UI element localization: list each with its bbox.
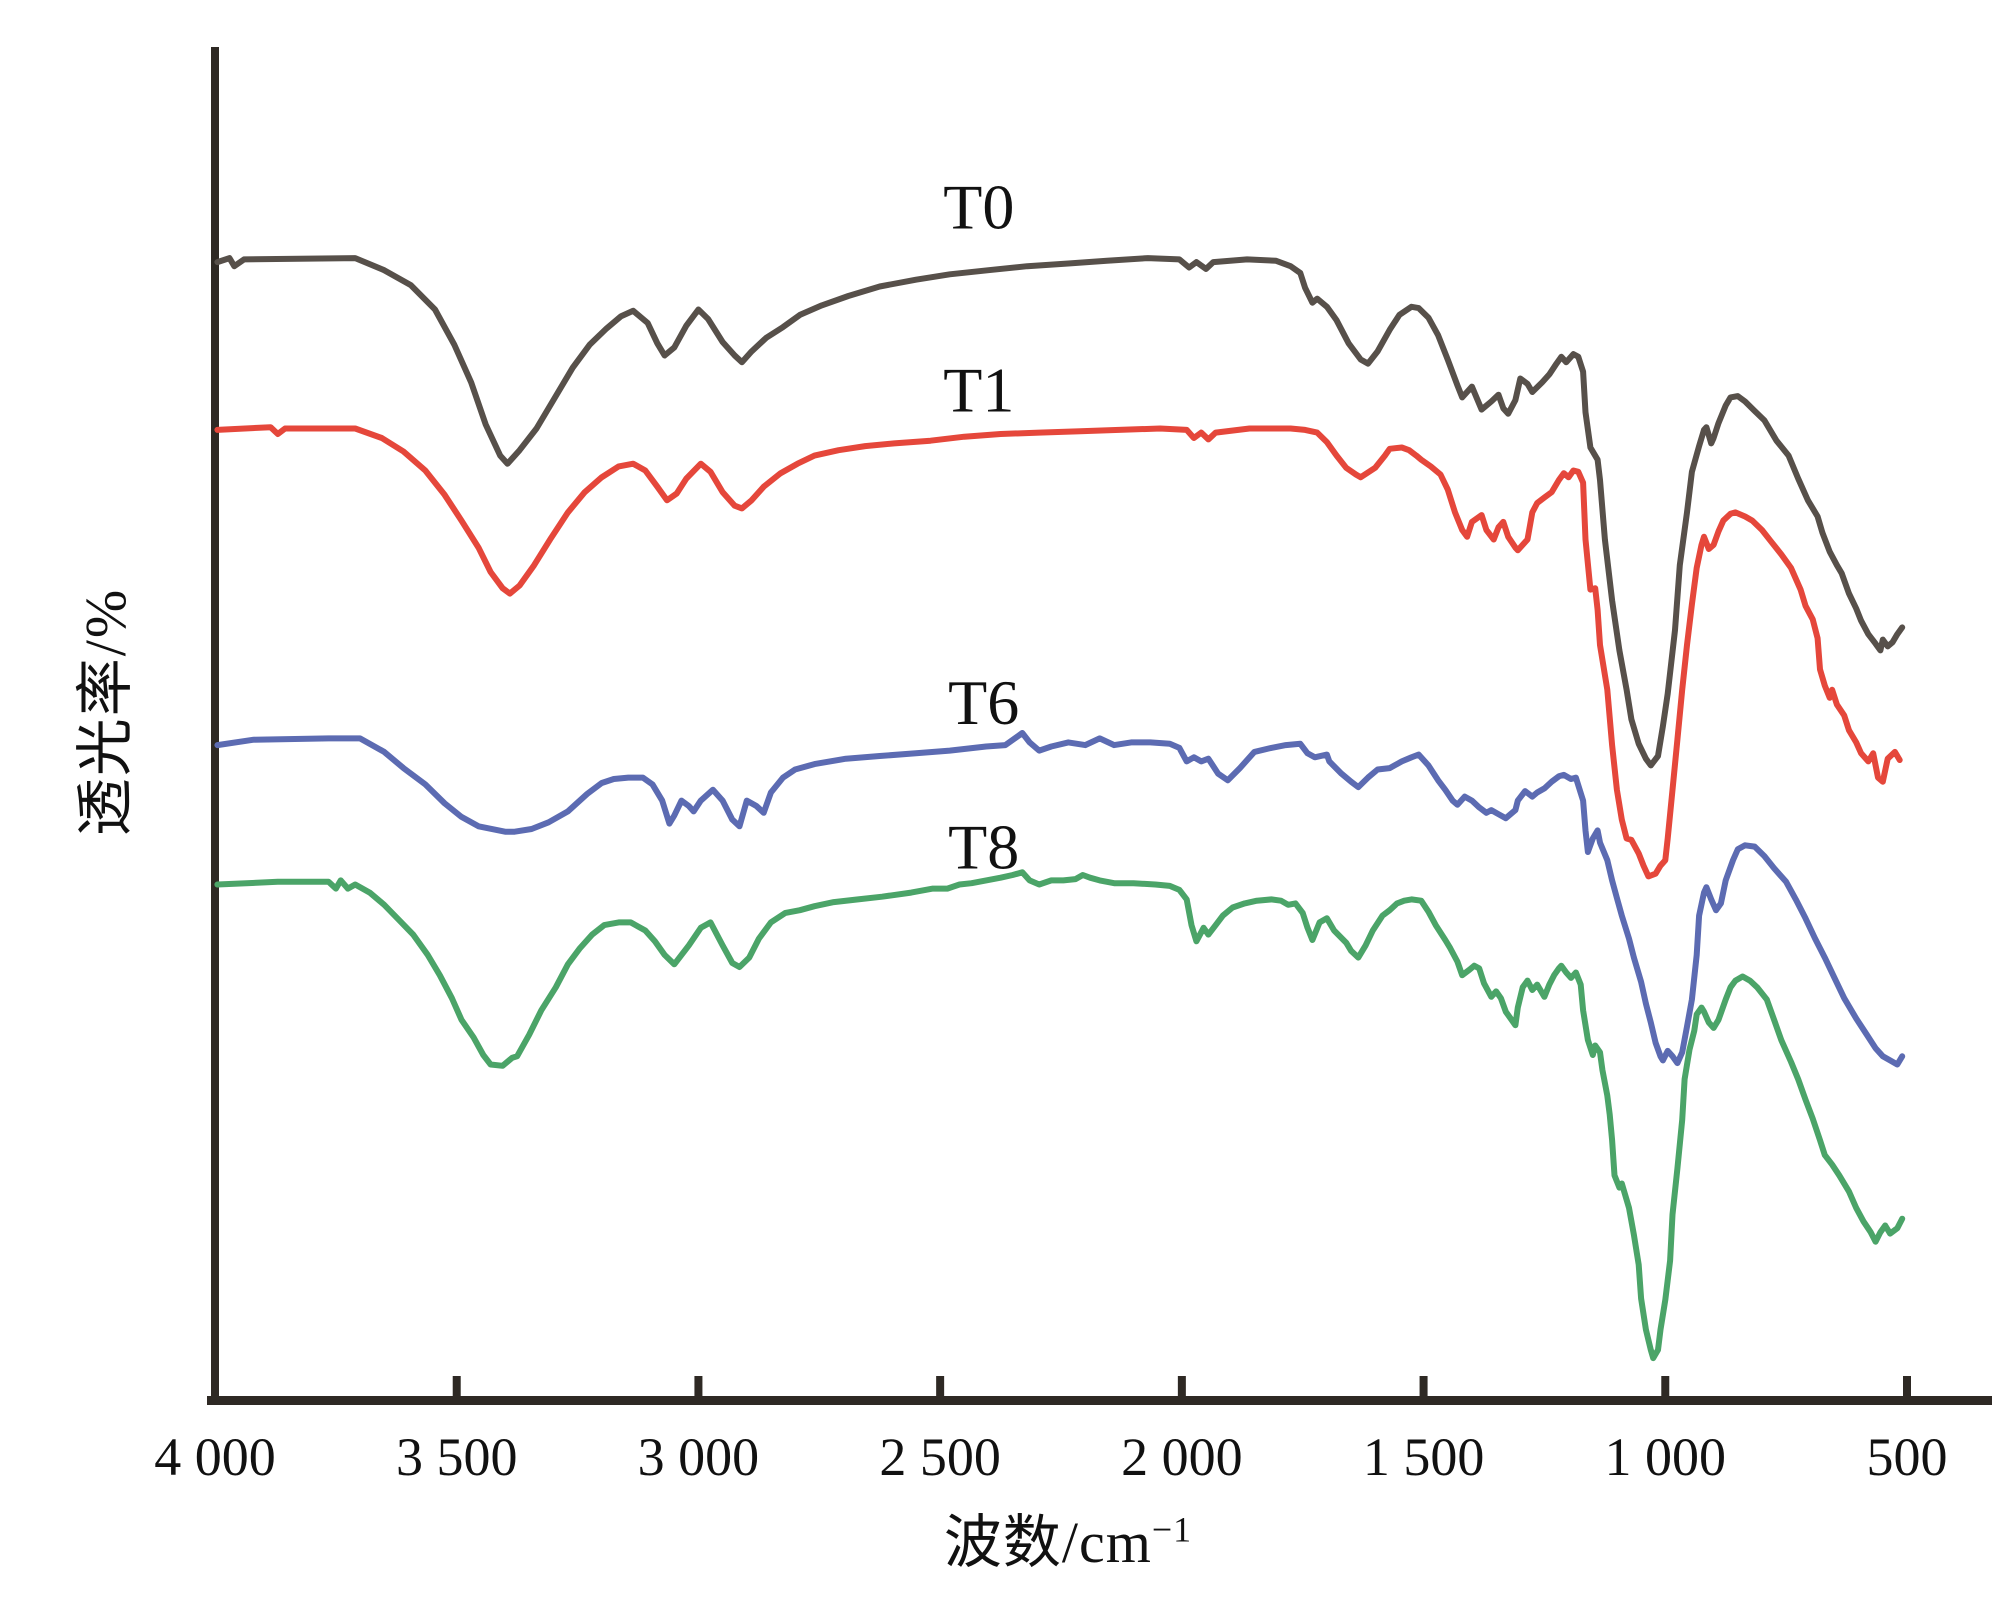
x-tick bbox=[1903, 1376, 1911, 1400]
x-tick bbox=[1177, 1376, 1186, 1400]
curve-label-T1: T1 bbox=[943, 354, 1014, 425]
y-axis-line bbox=[211, 47, 219, 1405]
spectrum-curve-T6 bbox=[214, 730, 1906, 1068]
x-tick bbox=[1419, 1376, 1428, 1400]
x-tick bbox=[694, 1376, 703, 1400]
x-axis-line bbox=[207, 1396, 1992, 1405]
spectrum-curve-T8 bbox=[214, 869, 1906, 1362]
curve-label-T0: T0 bbox=[943, 172, 1014, 243]
x-tick-label: 4 000 bbox=[154, 1427, 276, 1487]
x-tick-label: 3 000 bbox=[638, 1427, 760, 1487]
curve-label-T8: T8 bbox=[948, 812, 1019, 883]
y-axis-title: 透光率/% bbox=[58, 588, 142, 836]
y-axis-title-text: 透光率/% bbox=[73, 587, 138, 837]
x-tick bbox=[452, 1376, 461, 1400]
x-tick-label: 500 bbox=[1867, 1427, 1948, 1487]
x-axis-title: 波数/cm−1 bbox=[944, 1495, 1192, 1579]
x-tick-label: 2 500 bbox=[879, 1427, 1001, 1487]
x-tick-label: 1 500 bbox=[1363, 1427, 1485, 1487]
x-tick-label: 2 000 bbox=[1121, 1427, 1243, 1487]
x-tick-label: 1 000 bbox=[1605, 1427, 1727, 1487]
x-tick bbox=[1661, 1376, 1670, 1400]
spectrum-curve-T1 bbox=[214, 424, 1903, 880]
x-tick bbox=[211, 1376, 219, 1400]
spectrum-curve-T0 bbox=[214, 255, 1906, 769]
x-axis-title-superscript: −1 bbox=[1151, 1509, 1193, 1550]
x-axis-title-text: 波数/cm bbox=[943, 1510, 1152, 1575]
x-tick bbox=[936, 1376, 945, 1400]
x-tick-label: 3 500 bbox=[396, 1427, 518, 1487]
curve-label-T6: T6 bbox=[948, 667, 1019, 738]
